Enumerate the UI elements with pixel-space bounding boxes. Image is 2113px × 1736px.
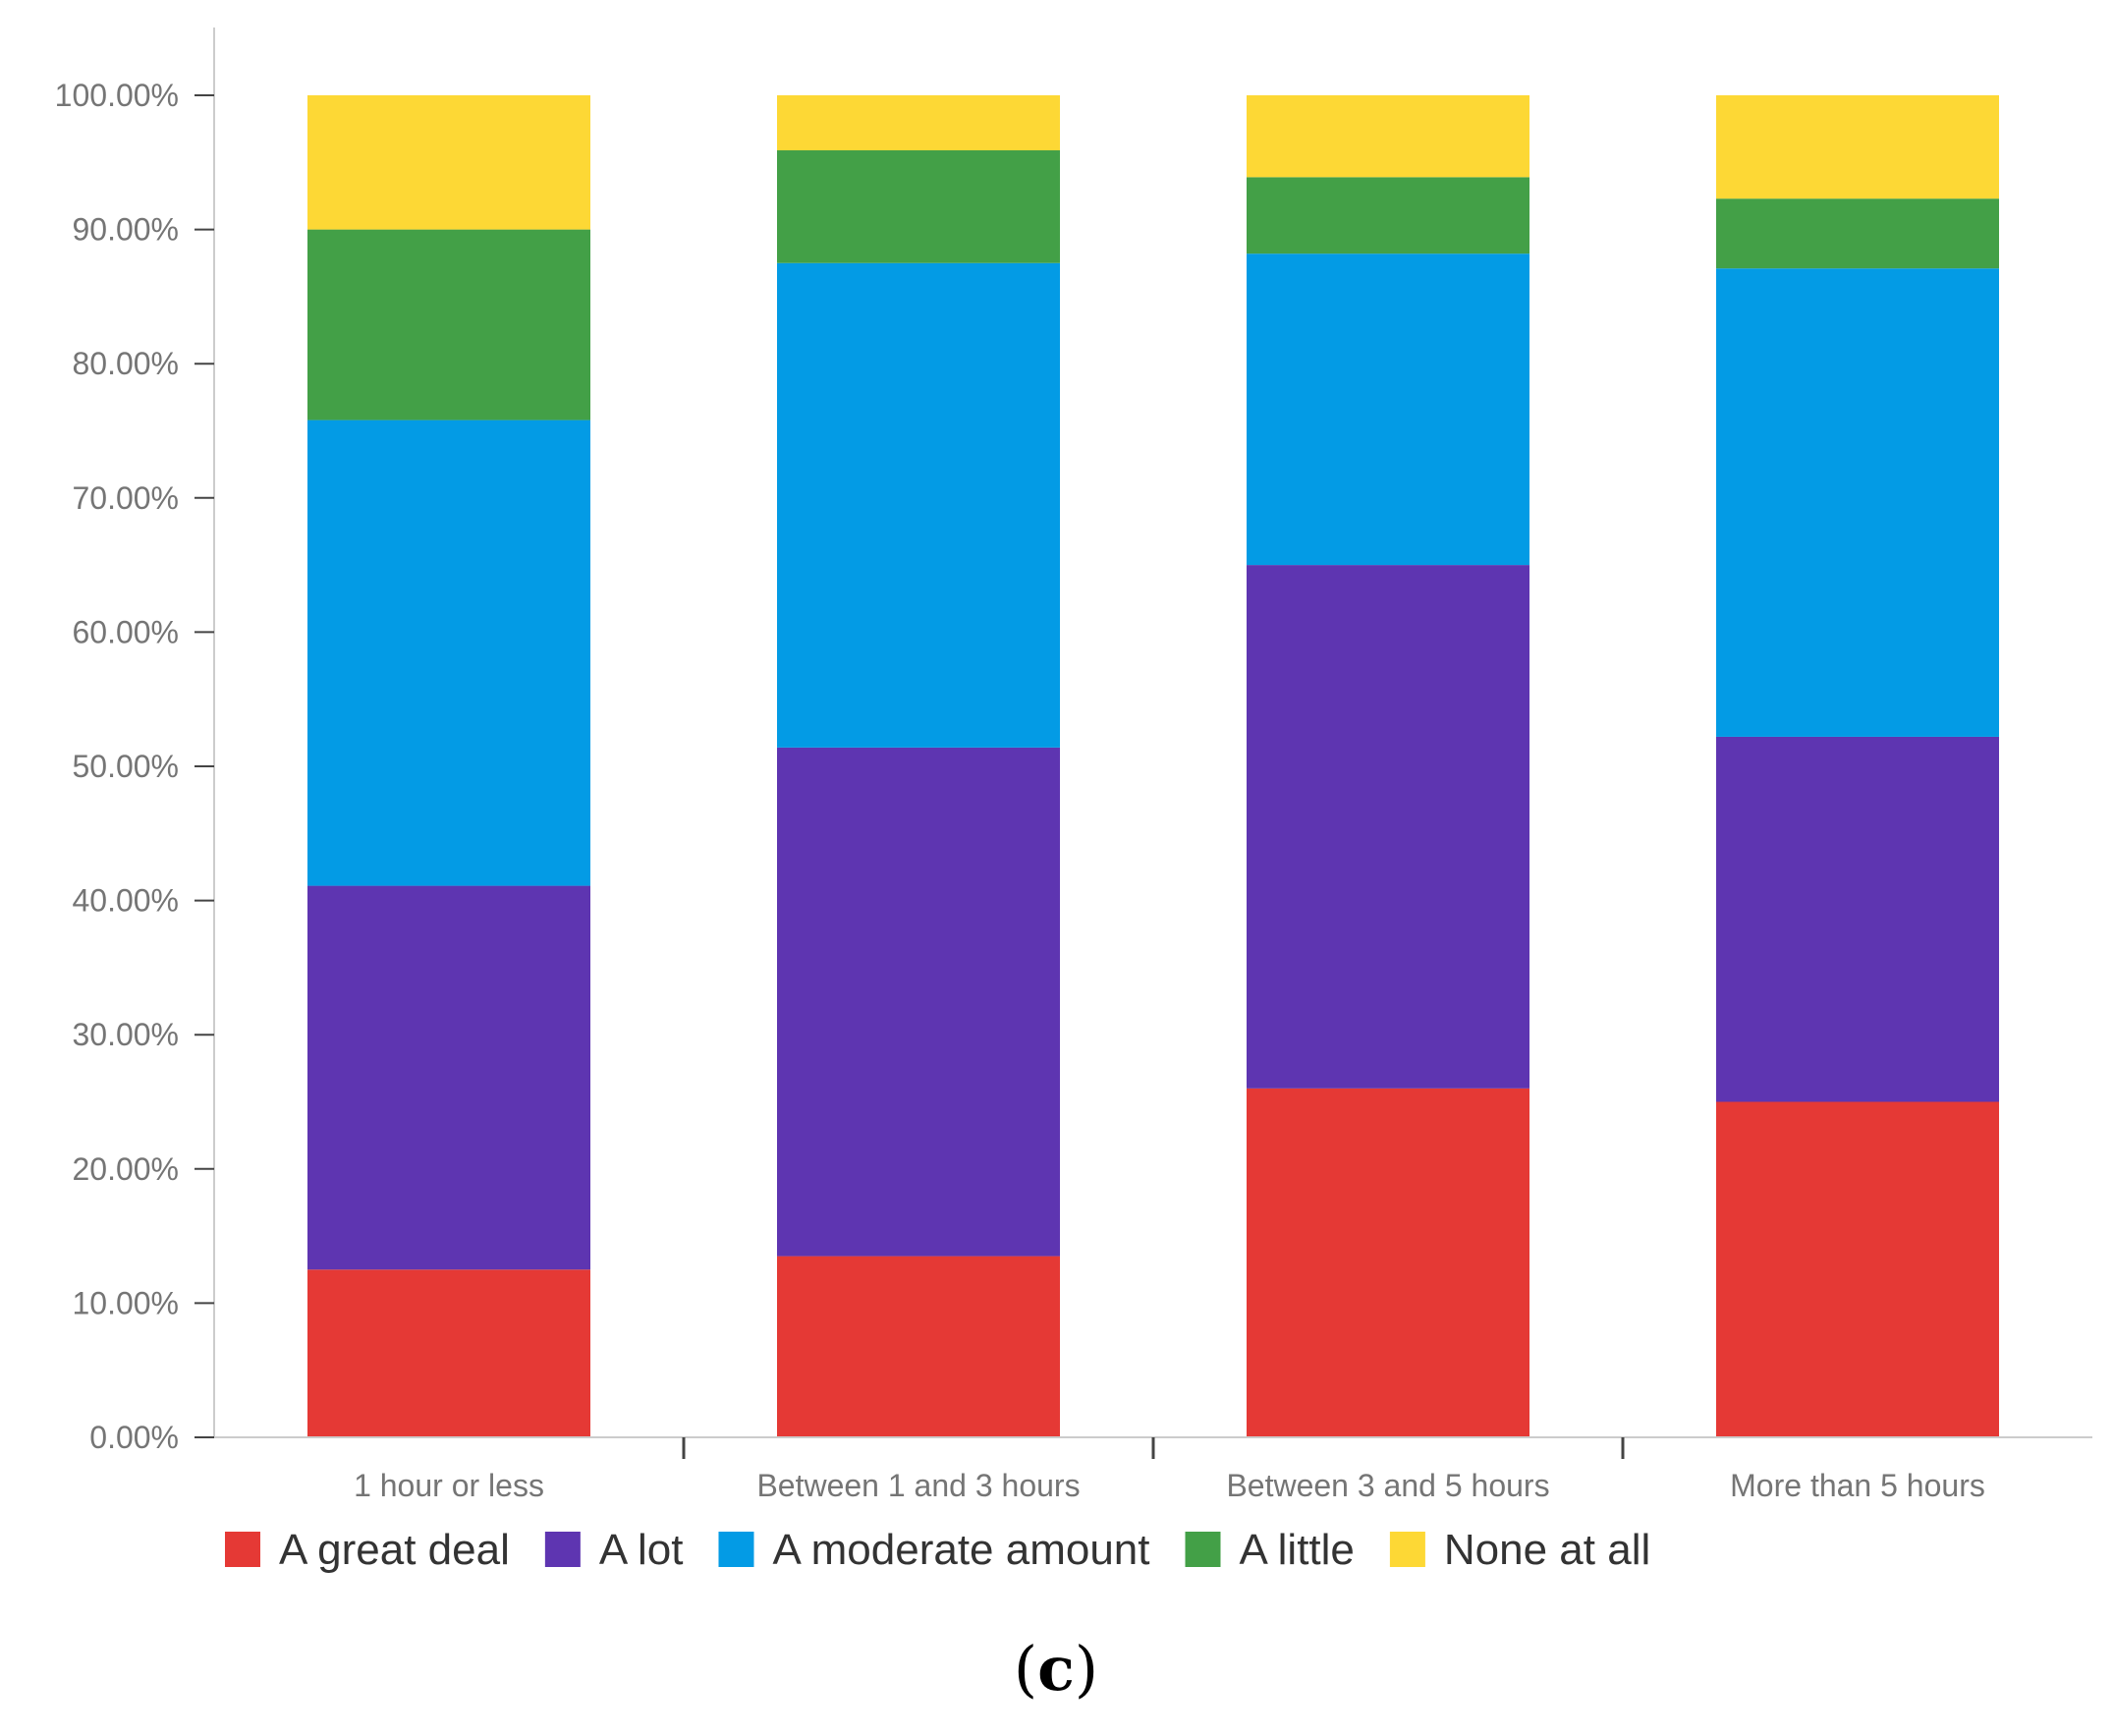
- y-tick-label: 30.00%: [72, 1017, 179, 1052]
- legend-item: A moderate amount: [718, 1526, 1150, 1574]
- y-tick-label: 60.00%: [72, 614, 179, 649]
- bar-segment: [777, 262, 1060, 748]
- legend-item: A lot: [544, 1526, 684, 1574]
- legend-label: A little: [1240, 1526, 1355, 1574]
- bar-segment: [1716, 736, 1999, 1102]
- bar-segment: [307, 885, 590, 1270]
- y-tick-label: 50.00%: [72, 749, 179, 784]
- legend-item: None at all: [1389, 1526, 1650, 1574]
- legend-item: A great deal: [225, 1526, 510, 1574]
- bar-segment: [1247, 253, 1529, 566]
- x-tick-label: More than 5 hours: [1730, 1468, 1985, 1503]
- figure-caption: (c): [1014, 1633, 1098, 1705]
- y-tick-label: 0.00%: [89, 1420, 179, 1455]
- bar-segment: [307, 420, 590, 886]
- bar-segment: [307, 95, 590, 230]
- x-tick-label: Between 3 and 5 hours: [1226, 1468, 1549, 1503]
- bar-segment: [307, 1269, 590, 1437]
- bars-group: [307, 95, 1999, 1437]
- legend-label: None at all: [1444, 1526, 1650, 1574]
- legend-swatch: [1185, 1532, 1221, 1567]
- legend-swatch: [225, 1532, 260, 1567]
- bar-segment: [1716, 268, 1999, 737]
- bar-segment: [1716, 1101, 1999, 1437]
- y-tick-label: 90.00%: [72, 212, 179, 248]
- y-axis: 0.00% 10.00% 20.00% 30.00% 40.00% 50.00% 60.00…: [55, 28, 215, 1455]
- legend-label: A lot: [599, 1526, 684, 1574]
- y-tick-label: 80.00%: [72, 346, 179, 381]
- bar-segment: [307, 229, 590, 420]
- bar-segment: [1716, 95, 1999, 199]
- y-tick-label: 40.00%: [72, 883, 179, 919]
- legend-swatch: [544, 1532, 581, 1567]
- y-tick-label: 70.00%: [72, 480, 179, 516]
- bar-segment: [1247, 95, 1529, 178]
- bar-segment: [777, 747, 1060, 1257]
- y-tick-label: 10.00%: [72, 1285, 179, 1320]
- x-axis: 1 hour or less Between 1 and 3 hours Betwe…: [214, 1436, 2092, 1503]
- legend-label: A great deal: [279, 1526, 510, 1574]
- y-tick-label: 20.00%: [72, 1151, 179, 1187]
- legend-label: A moderate amount: [772, 1526, 1149, 1574]
- bar-segment: [777, 1256, 1060, 1437]
- caption-open-paren: (: [1014, 1633, 1037, 1705]
- caption-close-paren: ): [1075, 1633, 1098, 1705]
- x-tick-label: 1 hour or less: [354, 1468, 544, 1503]
- legend-swatch: [718, 1532, 754, 1567]
- bar-segment: [777, 150, 1060, 263]
- legend-item: A little: [1185, 1526, 1355, 1574]
- bar-segment: [1247, 1088, 1529, 1437]
- bar-segment: [1247, 177, 1529, 254]
- x-tick-label: Between 1 and 3 hours: [756, 1468, 1080, 1503]
- bar-segment: [1247, 565, 1529, 1089]
- y-tick-label: 100.00%: [55, 78, 179, 113]
- bar-segment: [1716, 198, 1999, 269]
- bar-segment: [777, 95, 1060, 151]
- legend-swatch: [1389, 1532, 1425, 1567]
- legend: A great deal A lot A moderate amount A litt…: [225, 1526, 1650, 1574]
- caption-letter: c: [1037, 1633, 1075, 1705]
